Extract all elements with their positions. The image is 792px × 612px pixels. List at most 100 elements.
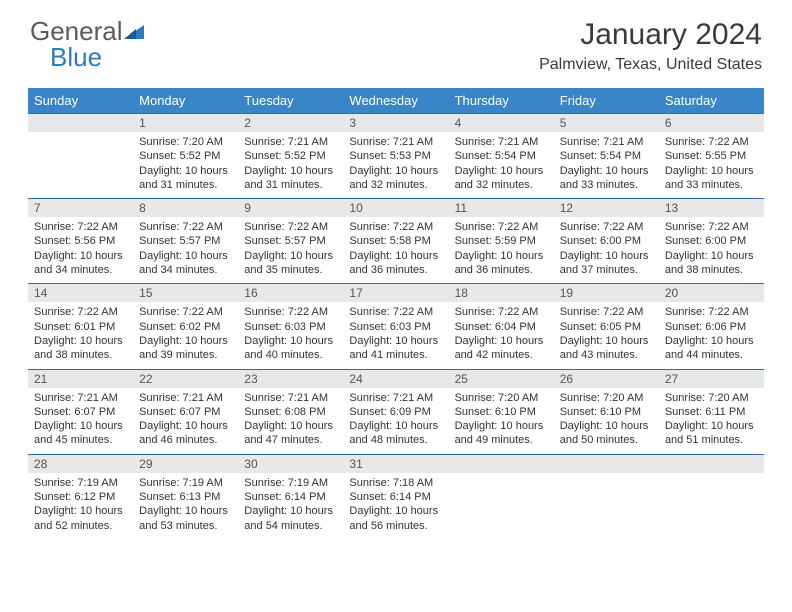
day-number: 6	[659, 114, 764, 132]
calendar-day-cell: 8Sunrise: 7:22 AMSunset: 5:57 PMDaylight…	[133, 199, 238, 284]
day-number: 7	[28, 199, 133, 217]
calendar-day-cell: 26Sunrise: 7:20 AMSunset: 6:10 PMDayligh…	[554, 369, 659, 454]
day-info: Sunrise: 7:21 AMSunset: 5:53 PMDaylight:…	[343, 132, 448, 198]
calendar-day-cell	[659, 454, 764, 539]
day-info: Sunrise: 7:20 AMSunset: 6:10 PMDaylight:…	[554, 388, 659, 454]
day-info: Sunrise: 7:21 AMSunset: 6:08 PMDaylight:…	[238, 388, 343, 454]
calendar-day-cell: 20Sunrise: 7:22 AMSunset: 6:06 PMDayligh…	[659, 284, 764, 369]
day-number: 4	[449, 114, 554, 132]
calendar-day-cell: 4Sunrise: 7:21 AMSunset: 5:54 PMDaylight…	[449, 114, 554, 199]
calendar-day-cell: 6Sunrise: 7:22 AMSunset: 5:55 PMDaylight…	[659, 114, 764, 199]
day-info: Sunrise: 7:22 AMSunset: 5:57 PMDaylight:…	[133, 217, 238, 283]
day-info: Sunrise: 7:21 AMSunset: 5:52 PMDaylight:…	[238, 132, 343, 198]
weekday-header: Thursday	[449, 88, 554, 114]
weekday-header: Sunday	[28, 88, 133, 114]
day-number: 16	[238, 284, 343, 302]
day-number: 31	[343, 455, 448, 473]
calendar-week-row: 1Sunrise: 7:20 AMSunset: 5:52 PMDaylight…	[28, 114, 764, 199]
calendar-day-cell	[554, 454, 659, 539]
empty-day	[554, 455, 659, 473]
day-number: 18	[449, 284, 554, 302]
day-number: 3	[343, 114, 448, 132]
day-info: Sunrise: 7:19 AMSunset: 6:12 PMDaylight:…	[28, 473, 133, 539]
day-number: 30	[238, 455, 343, 473]
day-number: 23	[238, 370, 343, 388]
day-number: 26	[554, 370, 659, 388]
calendar-day-cell: 3Sunrise: 7:21 AMSunset: 5:53 PMDaylight…	[343, 114, 448, 199]
calendar-week-row: 7Sunrise: 7:22 AMSunset: 5:56 PMDaylight…	[28, 199, 764, 284]
day-number: 15	[133, 284, 238, 302]
day-info: Sunrise: 7:20 AMSunset: 6:11 PMDaylight:…	[659, 388, 764, 454]
calendar-day-cell: 15Sunrise: 7:22 AMSunset: 6:02 PMDayligh…	[133, 284, 238, 369]
day-number: 25	[449, 370, 554, 388]
day-info: Sunrise: 7:22 AMSunset: 5:56 PMDaylight:…	[28, 217, 133, 283]
calendar-day-cell: 7Sunrise: 7:22 AMSunset: 5:56 PMDaylight…	[28, 199, 133, 284]
calendar-day-cell: 27Sunrise: 7:20 AMSunset: 6:11 PMDayligh…	[659, 369, 764, 454]
calendar-day-cell: 10Sunrise: 7:22 AMSunset: 5:58 PMDayligh…	[343, 199, 448, 284]
day-info: Sunrise: 7:22 AMSunset: 6:06 PMDaylight:…	[659, 302, 764, 368]
day-number: 27	[659, 370, 764, 388]
calendar-body: 1Sunrise: 7:20 AMSunset: 5:52 PMDaylight…	[28, 114, 764, 539]
calendar-day-cell: 9Sunrise: 7:22 AMSunset: 5:57 PMDaylight…	[238, 199, 343, 284]
logo-text-blue: Blue	[50, 44, 146, 70]
day-info: Sunrise: 7:22 AMSunset: 5:55 PMDaylight:…	[659, 132, 764, 198]
weekday-header: Monday	[133, 88, 238, 114]
day-number: 13	[659, 199, 764, 217]
empty-day	[659, 455, 764, 473]
day-info: Sunrise: 7:22 AMSunset: 6:01 PMDaylight:…	[28, 302, 133, 368]
day-number: 24	[343, 370, 448, 388]
day-number: 2	[238, 114, 343, 132]
day-number: 19	[554, 284, 659, 302]
calendar-day-cell	[28, 114, 133, 199]
calendar-day-cell: 28Sunrise: 7:19 AMSunset: 6:12 PMDayligh…	[28, 454, 133, 539]
day-number: 28	[28, 455, 133, 473]
day-info: Sunrise: 7:21 AMSunset: 5:54 PMDaylight:…	[449, 132, 554, 198]
day-info: Sunrise: 7:22 AMSunset: 5:58 PMDaylight:…	[343, 217, 448, 283]
calendar-table: SundayMondayTuesdayWednesdayThursdayFrid…	[28, 88, 764, 539]
day-info: Sunrise: 7:20 AMSunset: 5:52 PMDaylight:…	[133, 132, 238, 198]
day-info: Sunrise: 7:22 AMSunset: 6:02 PMDaylight:…	[133, 302, 238, 368]
calendar-day-cell: 11Sunrise: 7:22 AMSunset: 5:59 PMDayligh…	[449, 199, 554, 284]
weekday-header: Friday	[554, 88, 659, 114]
day-number: 8	[133, 199, 238, 217]
calendar-week-row: 28Sunrise: 7:19 AMSunset: 6:12 PMDayligh…	[28, 454, 764, 539]
day-info: Sunrise: 7:21 AMSunset: 5:54 PMDaylight:…	[554, 132, 659, 198]
calendar-day-cell: 23Sunrise: 7:21 AMSunset: 6:08 PMDayligh…	[238, 369, 343, 454]
weekday-header-row: SundayMondayTuesdayWednesdayThursdayFrid…	[28, 88, 764, 114]
day-number: 10	[343, 199, 448, 217]
day-number: 1	[133, 114, 238, 132]
day-number: 21	[28, 370, 133, 388]
page-header: GeneralBlue January 2024 Palmview, Texas…	[0, 0, 792, 82]
logo-triangle-icon	[124, 18, 146, 44]
day-info: Sunrise: 7:20 AMSunset: 6:10 PMDaylight:…	[449, 388, 554, 454]
day-info: Sunrise: 7:22 AMSunset: 6:00 PMDaylight:…	[554, 217, 659, 283]
calendar-day-cell: 12Sunrise: 7:22 AMSunset: 6:00 PMDayligh…	[554, 199, 659, 284]
day-number: 14	[28, 284, 133, 302]
weekday-header: Wednesday	[343, 88, 448, 114]
location-text: Palmview, Texas, United States	[539, 56, 762, 74]
day-info: Sunrise: 7:22 AMSunset: 5:59 PMDaylight:…	[449, 217, 554, 283]
day-info: Sunrise: 7:22 AMSunset: 6:03 PMDaylight:…	[238, 302, 343, 368]
empty-day	[28, 114, 133, 132]
calendar-day-cell: 2Sunrise: 7:21 AMSunset: 5:52 PMDaylight…	[238, 114, 343, 199]
day-number: 5	[554, 114, 659, 132]
weekday-header: Tuesday	[238, 88, 343, 114]
calendar-day-cell: 25Sunrise: 7:20 AMSunset: 6:10 PMDayligh…	[449, 369, 554, 454]
calendar-week-row: 21Sunrise: 7:21 AMSunset: 6:07 PMDayligh…	[28, 369, 764, 454]
calendar-day-cell: 21Sunrise: 7:21 AMSunset: 6:07 PMDayligh…	[28, 369, 133, 454]
day-number: 22	[133, 370, 238, 388]
day-info: Sunrise: 7:19 AMSunset: 6:13 PMDaylight:…	[133, 473, 238, 539]
calendar-day-cell	[449, 454, 554, 539]
calendar-day-cell: 5Sunrise: 7:21 AMSunset: 5:54 PMDaylight…	[554, 114, 659, 199]
day-info: Sunrise: 7:22 AMSunset: 6:05 PMDaylight:…	[554, 302, 659, 368]
calendar-week-row: 14Sunrise: 7:22 AMSunset: 6:01 PMDayligh…	[28, 284, 764, 369]
day-number: 12	[554, 199, 659, 217]
calendar-day-cell: 19Sunrise: 7:22 AMSunset: 6:05 PMDayligh…	[554, 284, 659, 369]
day-info: Sunrise: 7:21 AMSunset: 6:09 PMDaylight:…	[343, 388, 448, 454]
calendar-day-cell: 13Sunrise: 7:22 AMSunset: 6:00 PMDayligh…	[659, 199, 764, 284]
day-number: 20	[659, 284, 764, 302]
month-title: January 2024	[539, 18, 762, 52]
weekday-header: Saturday	[659, 88, 764, 114]
calendar-day-cell: 24Sunrise: 7:21 AMSunset: 6:09 PMDayligh…	[343, 369, 448, 454]
calendar-day-cell: 17Sunrise: 7:22 AMSunset: 6:03 PMDayligh…	[343, 284, 448, 369]
